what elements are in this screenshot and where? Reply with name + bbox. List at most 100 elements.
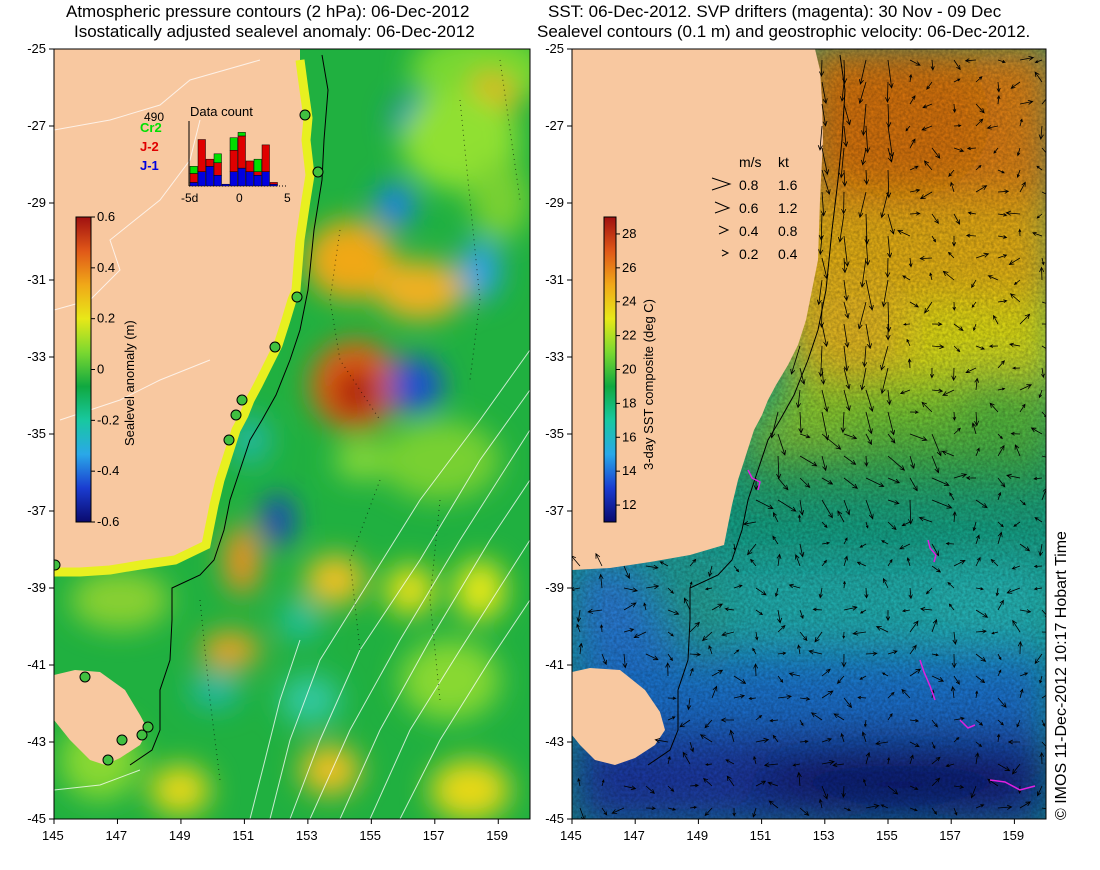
dotted-contours bbox=[199, 59, 521, 781]
velocity-vector bbox=[1016, 169, 1021, 178]
velocity-vector bbox=[843, 103, 851, 126]
velocity-vector bbox=[843, 389, 851, 412]
velocity-vector bbox=[1019, 499, 1026, 506]
mission-label-j2: J-2 bbox=[140, 139, 159, 154]
data-count-bar-green bbox=[189, 166, 198, 174]
velocity-vector bbox=[645, 806, 657, 811]
velocity-vector bbox=[595, 552, 603, 567]
velocity-vector bbox=[887, 499, 900, 505]
colorbar-tick-label: 14 bbox=[622, 463, 636, 478]
velocity-vector bbox=[724, 607, 735, 612]
velocity-vector bbox=[1019, 403, 1026, 413]
velocity-vector bbox=[931, 719, 938, 728]
velocity-vector bbox=[971, 279, 977, 289]
velocity-vector bbox=[1041, 301, 1046, 304]
lat-tick-label: -33 bbox=[27, 349, 46, 364]
velocity-vector bbox=[821, 169, 831, 195]
velocity-vector bbox=[601, 653, 607, 666]
velocity-vector bbox=[843, 367, 851, 390]
velocity-vector bbox=[659, 561, 669, 567]
velocity-vector bbox=[1010, 431, 1021, 436]
velocity-vector bbox=[942, 270, 955, 281]
velocity-vector bbox=[865, 433, 872, 446]
velocity-vector bbox=[1019, 181, 1026, 193]
velocity-vector bbox=[667, 716, 676, 721]
coast-band bbox=[54, 59, 315, 577]
velocity-vector bbox=[777, 651, 787, 656]
velocity-vector bbox=[733, 649, 740, 655]
velocity-vector bbox=[818, 213, 824, 241]
velocity-vector bbox=[832, 762, 845, 768]
sst-colorbar: 28 26 24 22 20 18 16 14 12 3-day SST composite (… bbox=[603, 216, 656, 523]
velocity-vector bbox=[922, 103, 933, 109]
data-count-bar-red bbox=[261, 144, 270, 172]
velocity-vector bbox=[748, 696, 757, 700]
mission-label-j1: J-1 bbox=[140, 158, 159, 173]
velocity-vector bbox=[903, 322, 911, 326]
velocity-vector bbox=[818, 798, 823, 809]
colorbar-tick-label: -0.4 bbox=[97, 463, 119, 478]
data-count-bar-green bbox=[213, 153, 222, 164]
velocity-vector bbox=[821, 541, 831, 545]
velocity-vector bbox=[996, 81, 1001, 93]
velocity-vector bbox=[837, 675, 845, 684]
velocity-vector bbox=[902, 275, 911, 281]
velocity-vector bbox=[865, 651, 878, 656]
velocity-vector bbox=[1038, 543, 1044, 557]
velocity-vector bbox=[996, 733, 1001, 743]
lat-tick-label: -29 bbox=[27, 195, 46, 210]
colorbar-tick-label: 26 bbox=[622, 260, 636, 275]
velocity-vector bbox=[812, 607, 823, 612]
lon-tick-label: 159 bbox=[486, 828, 508, 843]
lat-tick-label: -41 bbox=[545, 657, 564, 672]
velocity-vector bbox=[1041, 95, 1046, 105]
sst-colorbar-label: 3-day SST composite (deg C) bbox=[641, 299, 656, 470]
velocity-vector bbox=[821, 81, 828, 105]
velocity-vector bbox=[886, 301, 892, 333]
velocity-vector bbox=[863, 169, 870, 186]
velocity-vector bbox=[931, 433, 942, 457]
velocity-vector bbox=[799, 499, 805, 516]
velocity-vector bbox=[842, 169, 848, 187]
velocity-vector bbox=[770, 411, 779, 439]
velocity-vector bbox=[918, 516, 933, 523]
velocity-vector bbox=[887, 455, 906, 471]
velocity-vector bbox=[975, 556, 981, 567]
velocity-vector bbox=[883, 577, 889, 589]
data-count-bar-red bbox=[197, 139, 206, 172]
velocity-vector bbox=[821, 785, 828, 800]
velocity-vector bbox=[995, 587, 1000, 597]
velocity-vector bbox=[931, 455, 940, 474]
velocity-vector bbox=[1036, 213, 1043, 219]
velocity-vector bbox=[611, 807, 625, 814]
velocity-vector bbox=[623, 785, 637, 791]
velocity-vector bbox=[645, 564, 659, 570]
data-count-bar-blue bbox=[221, 183, 230, 187]
velocity-vector bbox=[953, 736, 960, 743]
velocity-vector bbox=[843, 235, 850, 267]
velocity-vector bbox=[843, 301, 850, 319]
velocity-vector bbox=[953, 323, 964, 331]
velocity-vector bbox=[988, 344, 999, 348]
velocity-vector bbox=[953, 716, 965, 721]
velocity-vector bbox=[753, 755, 757, 765]
data-count-title: Data count bbox=[190, 104, 253, 119]
lon-tick-label: 151 bbox=[232, 828, 254, 843]
velocity-vector bbox=[788, 672, 801, 677]
velocity-vector bbox=[667, 609, 680, 615]
svp-drifters bbox=[747, 469, 1036, 791]
velocity-vector bbox=[860, 257, 867, 288]
lat-tick-label: -35 bbox=[545, 426, 564, 441]
velocity-vector bbox=[942, 389, 955, 396]
velocity-vector bbox=[953, 59, 961, 71]
velocity-vector bbox=[840, 411, 846, 434]
left-title-line1: Atmospheric pressure contours (2 hPa): 0… bbox=[66, 2, 470, 21]
velocity-vector bbox=[931, 741, 936, 750]
colorbar-tick-label: 28 bbox=[622, 226, 636, 241]
velocity-vector bbox=[987, 275, 999, 281]
velocity-vector bbox=[931, 147, 941, 159]
velocity-vector bbox=[965, 475, 977, 480]
velocity-legend-header-ms: m/s bbox=[739, 154, 762, 170]
velocity-vector bbox=[997, 653, 1002, 661]
velocity-vector bbox=[974, 377, 980, 391]
